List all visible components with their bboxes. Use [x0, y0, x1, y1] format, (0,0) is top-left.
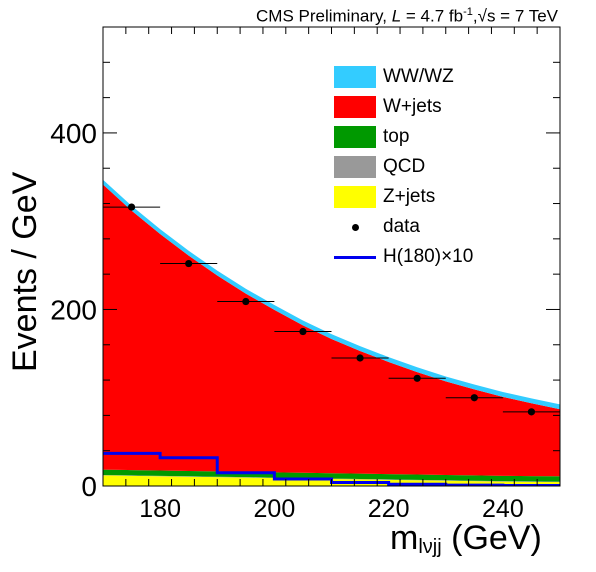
legend-key — [334, 66, 376, 88]
legend-key — [334, 96, 376, 118]
data-point — [185, 259, 193, 268]
x-axis-label: mlνjj (GeV) — [390, 519, 542, 558]
data-point — [356, 354, 364, 362]
legend-label: Z+jets — [383, 186, 436, 207]
x-tick-label: 200 — [254, 495, 296, 523]
legend-swatch — [334, 66, 376, 88]
legend-entry: H(180)×10 — [334, 242, 554, 272]
chart-title: CMS Preliminary, L = 4.7 fb-1,√s = 7 TeV — [256, 6, 558, 26]
legend-entry: Z+jets — [334, 182, 554, 212]
legend-swatch — [334, 126, 376, 148]
data-point — [413, 374, 421, 382]
data-point — [299, 327, 307, 336]
legend-swatch — [334, 96, 376, 118]
x-tick-label: 180 — [139, 495, 181, 523]
y-axis-label: Events / GeV — [6, 171, 44, 372]
data-point — [242, 297, 250, 306]
legend-key — [334, 216, 376, 238]
legend-label: WW/WZ — [383, 66, 454, 87]
data-point — [527, 408, 536, 416]
data-point — [127, 203, 136, 211]
legend-key — [334, 156, 376, 178]
legend-key — [334, 246, 376, 268]
legend-entry: W+jets — [334, 92, 554, 122]
legend-swatch — [334, 156, 376, 178]
legend-entry: data — [334, 212, 554, 242]
legend-label: data — [383, 216, 420, 237]
legend-entry: top — [334, 122, 554, 152]
legend-swatch — [351, 223, 359, 231]
legend-key — [334, 126, 376, 148]
y-tick-label: 400 — [50, 118, 97, 149]
legend-entry: QCD — [334, 152, 554, 182]
legend-label: QCD — [383, 156, 426, 177]
area-w-jets — [103, 184, 560, 477]
legend-label: top — [383, 126, 410, 147]
legend-entry: WW/WZ — [334, 62, 554, 92]
legend-label: W+jets — [383, 96, 442, 117]
legend: WW/WZ W+jets top QCD Z+jets data H(180)×10 — [334, 62, 554, 272]
legend-key — [334, 186, 376, 208]
y-tick-label: 0 — [81, 471, 97, 502]
legend-swatch — [334, 255, 376, 259]
x-tick-label: 240 — [482, 495, 524, 523]
y-tick-label: 200 — [50, 294, 97, 325]
legend-label: H(180)×10 — [383, 246, 474, 267]
x-tick-label: 220 — [368, 495, 410, 523]
legend-swatch — [334, 186, 376, 208]
data-point — [470, 394, 478, 402]
